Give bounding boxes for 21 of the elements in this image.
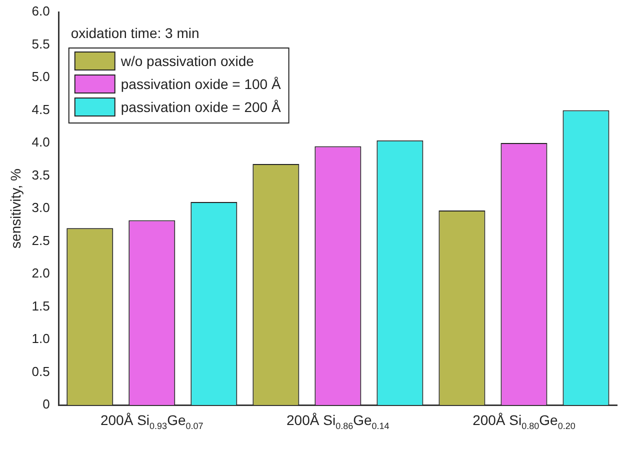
y-tick-label: 6.0 (32, 4, 50, 19)
y-tick-label: 0 (42, 396, 50, 412)
y-tick-label: 5.0 (32, 69, 50, 84)
x-tick-label: 200Å Si$_{0.93}$Ge$_{0.07}$ (99, 411, 204, 433)
y-tick-label: 3.0 (32, 200, 50, 216)
y-axis-title: sensitivity, % (7, 168, 24, 248)
y-tick-label: 3.5 (32, 167, 50, 182)
y-tick-label: 4.5 (32, 102, 50, 117)
y-tick-label: 0.5 (32, 364, 50, 379)
y-tick-label: 1.5 (32, 298, 50, 314)
y-tick-label: 2.0 (32, 266, 50, 281)
y-tick-label: 1.0 (32, 331, 50, 346)
legend-label: passivation oxide = 100 Å (120, 76, 282, 92)
y-tick-label: 5.5 (32, 36, 50, 52)
legend-label: passivation oxide = 200 Å (120, 98, 282, 115)
x-tick-label: 200Å Si$_{0.86}$Ge$_{0.14}$ (286, 411, 390, 433)
annotation: oxidation time: 3 min (70, 24, 200, 41)
legend-label: w/o passivation oxide (120, 52, 254, 69)
y-tick-label: 4.0 (32, 134, 50, 150)
y-tick-label: 2.5 (32, 232, 50, 248)
x-tick-label: 200Å Si$_{0.80}$Ge$_{0.20}$ (472, 411, 576, 433)
